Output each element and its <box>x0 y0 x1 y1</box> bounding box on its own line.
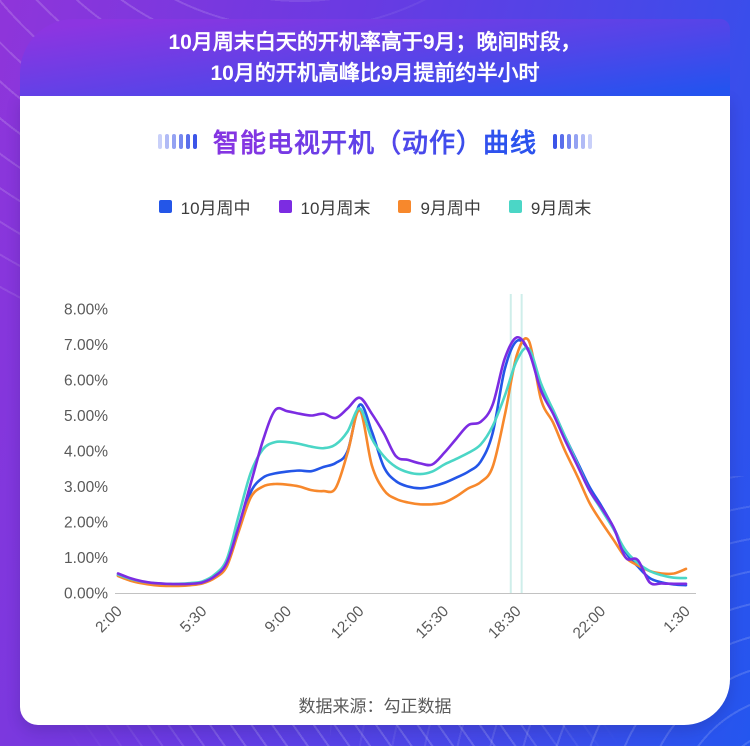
legend-swatch-icon <box>398 199 412 213</box>
x-axis-label-15:30: 15:30 <box>413 603 453 643</box>
x-axis-label-18:30: 18:30 <box>485 603 525 643</box>
x-axis-label-2:00: 2:00 <box>92 603 126 637</box>
y-axis-label-4: 4.00% <box>64 444 108 461</box>
banner-line2: 10月的开机高峰比9月提前约半小时 <box>210 62 540 85</box>
y-axis-label-5: 5.00% <box>64 408 108 425</box>
y-axis-label-6: 6.00% <box>64 373 108 390</box>
legend-swatch-icon <box>278 199 292 213</box>
chart-title-row: 智能电视开机（动作）曲线 <box>20 121 730 161</box>
legend-item-3: 9月周末 <box>508 194 592 219</box>
legend: 10月周中 10月周末 9月周中 9月周末 <box>20 193 730 219</box>
banner-line1: 10月周末白天的开机率高于9月；晚间时段， <box>168 31 582 54</box>
legend-swatch-icon <box>158 199 172 213</box>
legend-item-0: 10月周中 <box>158 194 251 219</box>
data-source: 数据来源：勾正数据 <box>298 697 452 716</box>
title-accent-bars-right <box>553 133 592 149</box>
chart-line-9月周末 <box>116 346 688 586</box>
legend-label: 9月周中 <box>420 198 481 218</box>
chart-line-10月周中 <box>116 338 688 587</box>
legend-item-1: 10月周末 <box>278 194 371 219</box>
power-on-curve-chart: 0.00% 1.00% 2.00% 3.00% 4.00% 5.00% 6.00% 7.00%… <box>64 294 696 643</box>
x-axis-label-5:30: 5:30 <box>177 603 211 637</box>
y-axis-label-8: 8.00% <box>64 302 108 319</box>
y-axis-label-7: 7.00% <box>64 337 108 354</box>
content-card: 智能电视开机（动作）曲线 10月周中 10月周末 9月周中 9月周末 0.00% 1.0… <box>20 96 730 725</box>
legend-label: 10月周末 <box>300 198 371 218</box>
legend-swatch-icon <box>508 199 522 213</box>
header-banner: 10月周末白天的开机率高于9月；晚间时段， 10月的开机高峰比9月提前约半小时 <box>20 19 730 96</box>
chart-line-10月周末 <box>116 336 688 586</box>
chart-title: 智能电视开机（动作）曲线 <box>213 123 537 160</box>
chart-line-9月周中 <box>116 337 688 588</box>
y-axis-label-3: 3.00% <box>64 479 108 496</box>
y-axis-label-1: 1.00% <box>64 550 108 567</box>
x-axis-label-22:00: 22:00 <box>570 603 610 643</box>
y-axis-label-2: 2.00% <box>64 515 108 532</box>
x-axis-label-12:00: 12:00 <box>328 603 368 643</box>
title-accent-bars-left <box>157 133 197 149</box>
x-axis-label-1:30: 1:30 <box>660 603 694 637</box>
x-axis-label-9:00: 9:00 <box>262 603 296 637</box>
legend-item-2: 9月周中 <box>398 194 481 219</box>
y-axis-label-0: 0.00% <box>64 586 108 603</box>
legend-label: 9月周末 <box>530 198 592 218</box>
legend-label: 10月周中 <box>180 198 251 218</box>
